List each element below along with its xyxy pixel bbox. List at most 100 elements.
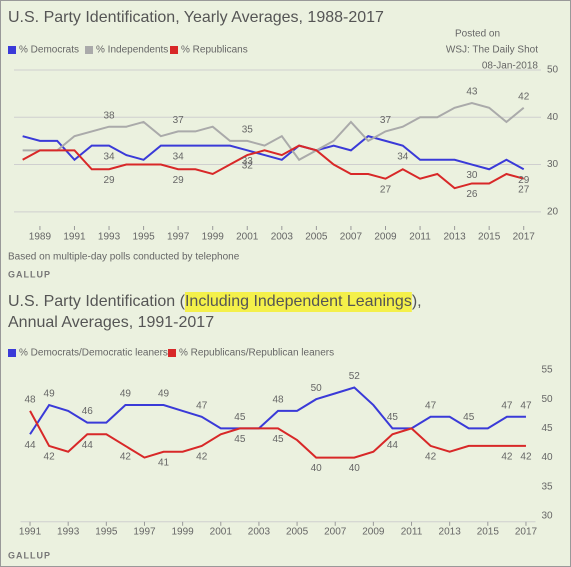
x-tick-label: 2015	[477, 527, 500, 538]
x-tick-label: 2007	[324, 527, 347, 538]
data-label: 46	[82, 406, 94, 417]
source-note: Posted on	[455, 29, 500, 40]
data-label: 37	[173, 115, 185, 126]
y-tick-label: 50	[547, 65, 559, 76]
legend-label: % Republicans/Republican leaners	[179, 348, 334, 359]
data-label: 45	[387, 412, 399, 423]
x-tick-label: 1995	[132, 232, 155, 243]
data-label: 40	[311, 463, 323, 474]
data-label: 42	[425, 452, 437, 463]
x-tick-label: 2001	[236, 232, 259, 243]
data-label: 52	[349, 371, 361, 382]
data-label: 42	[520, 452, 532, 463]
y-tick-label: 35	[542, 481, 554, 492]
chart-footer: GALLUP	[8, 550, 51, 560]
data-label: 34	[397, 151, 409, 162]
x-tick-label: 2009	[362, 527, 385, 538]
series-line	[29, 410, 526, 459]
data-label: 45	[234, 434, 246, 445]
data-label: 34	[173, 151, 185, 162]
data-label: 34	[103, 151, 115, 162]
data-label: 45	[272, 434, 284, 445]
series-line	[22, 144, 524, 190]
x-tick-label: 1991	[19, 527, 42, 538]
y-tick-label: 40	[547, 112, 559, 123]
data-label: 32	[242, 161, 254, 172]
x-tick-label: 2013	[443, 232, 466, 243]
data-label: 26	[466, 189, 478, 200]
legend-label: % Independents	[96, 45, 168, 56]
data-label: 29	[103, 175, 115, 186]
x-tick-label: 2005	[305, 232, 328, 243]
y-tick-label: 30	[547, 159, 559, 170]
x-tick-label: 2017	[513, 232, 536, 243]
data-label: 43	[466, 87, 478, 98]
data-label: 33	[242, 156, 254, 167]
data-label: 38	[103, 110, 115, 121]
data-label: 45	[234, 412, 246, 423]
y-tick-label: 50	[542, 394, 554, 405]
data-label: 50	[311, 383, 323, 394]
x-tick-label: 2013	[439, 527, 462, 538]
x-tick-label: 2011	[409, 232, 431, 243]
legend-swatch	[168, 349, 176, 357]
data-label: 42	[518, 91, 530, 102]
data-label: 42	[120, 452, 132, 463]
x-tick-label: 1989	[29, 232, 52, 243]
data-label: 44	[387, 440, 399, 451]
data-label: 27	[518, 184, 530, 195]
data-label: 49	[120, 389, 132, 400]
x-tick-label: 1993	[57, 527, 80, 538]
data-label: 49	[158, 389, 170, 400]
data-label: 45	[463, 412, 475, 423]
x-tick-label: 1997	[133, 527, 156, 538]
x-tick-label: 1993	[98, 232, 121, 243]
data-label: 35	[242, 125, 254, 136]
legend-swatch	[8, 46, 16, 54]
data-label: 47	[501, 400, 513, 411]
y-tick-label: 45	[542, 423, 554, 434]
data-label: 37	[380, 115, 392, 126]
legend-swatch	[170, 46, 178, 54]
x-tick-label: 1997	[167, 232, 190, 243]
data-label: 30	[466, 170, 478, 181]
x-tick-label: 2011	[401, 527, 423, 538]
data-label: 41	[158, 457, 170, 468]
data-label: 29	[173, 175, 185, 186]
x-tick-label: 1995	[95, 527, 118, 538]
source-note: WSJ: The Daily Shot	[446, 45, 538, 56]
data-label: 49	[44, 389, 56, 400]
series-line	[22, 135, 525, 171]
data-label: 44	[24, 440, 36, 451]
x-tick-label: 2009	[374, 232, 397, 243]
data-label: 48	[272, 395, 284, 406]
x-tick-label: 2015	[478, 232, 501, 243]
legend-swatch	[85, 46, 93, 54]
data-label: 47	[196, 400, 208, 411]
data-label: 42	[196, 452, 208, 463]
data-label: 29	[518, 175, 530, 186]
x-tick-label: 2003	[271, 232, 294, 243]
data-label: 40	[349, 463, 361, 474]
data-label: 47	[425, 400, 437, 411]
y-tick-label: 40	[542, 452, 554, 463]
chart-footer: GALLUP	[8, 269, 51, 279]
chart-title: Annual Averages, 1991-2017	[8, 314, 214, 331]
y-tick-label: 55	[542, 365, 554, 376]
legend-label: % Democrats/Democratic leaners	[19, 348, 168, 359]
data-label: 42	[501, 452, 513, 463]
data-label: 27	[380, 184, 392, 195]
chart-note: Based on multiple-day polls conducted by…	[8, 252, 240, 263]
x-tick-label: 2005	[286, 527, 309, 538]
x-tick-label: 2017	[515, 527, 538, 538]
data-label: 44	[82, 440, 94, 451]
legend-label: % Republicans	[181, 45, 248, 56]
series-line	[29, 386, 526, 435]
data-label: 42	[44, 452, 56, 463]
y-tick-label: 20	[547, 206, 559, 217]
data-label: 48	[24, 395, 36, 406]
chart-title: ),	[412, 293, 422, 310]
